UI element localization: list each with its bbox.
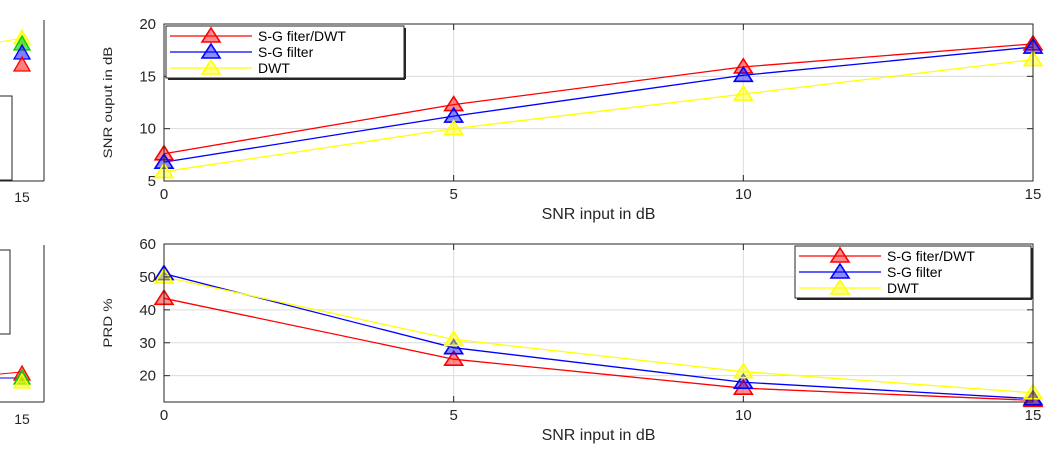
x-tick-label: 0 [160,407,168,424]
legend-label-s-g-filter: S-G filter [887,264,943,280]
legend-marker-dwt [200,58,222,75]
data-point-s-g-filter-2 [732,65,754,83]
series-lines [163,43,1034,173]
left-partial-panel-bottom: 15 [0,245,45,427]
y-tick-label: 20 [139,368,156,385]
y-tick-label: 50 [139,269,156,286]
data-point-s-g-fiter-dwt-2 [732,378,754,395]
data-point-s-g-fiter-dwt-1 [443,349,465,367]
legend-marker-s-g-filter [200,42,222,59]
legend-label-dwt: DWT [258,60,290,76]
y-axis-label: PRD % [101,298,114,347]
left-top-xtick-15: 15 [14,189,30,205]
series-lines [163,272,1034,402]
y-tick-label: 5 [148,173,156,190]
legend-marker-s-g-fiter-dwt [829,246,851,263]
y-tick-label: 60 [139,236,156,253]
y-tick-label: 10 [139,121,156,138]
x-axis-label: SNR input in dB [542,206,656,223]
legend-marker-dwt [829,278,851,295]
series-line-s-g-fiter-dwt [163,297,1034,402]
legend-label-dwt: DWT [887,280,919,296]
legend-label-s-g-filter: S-G filter [258,44,314,60]
prd-chart: 0 5 10 15 20 30 40 50 60 SNR input in dB PRD % S… [101,236,1044,444]
legend-label-s-g-fiter-dwt: S-G fiter/DWT [258,28,346,44]
data-point-dwt-1 [443,119,465,136]
x-tick-label: 15 [1025,186,1042,203]
x-tick-label: 5 [449,407,457,424]
y-tick-label: 40 [139,302,156,319]
left-marker-yellow-bottom [12,372,32,389]
y-tick-label: 15 [139,68,156,85]
data-point-s-g-filter-2 [732,372,754,390]
left-partial-legend-bottom [0,249,11,335]
y-axis-label: SNR ouput in dB [101,47,114,159]
series-line-s-g-filter [163,272,1034,400]
data-point-dwt-2 [732,362,754,379]
data-point-s-g-filter-1 [443,338,465,355]
data-point-dwt-1 [443,329,465,347]
x-tick-label: 10 [735,407,752,424]
series-line-dwt [163,276,1034,394]
legend-label-s-g-fiter-dwt: S-G fiter/DWT [887,248,975,264]
data-point-dwt-2 [732,84,754,101]
x-tick-label: 0 [160,186,168,203]
x-axis-label: SNR input in dB [542,427,656,444]
series-line-s-g-fiter-dwt [163,43,1034,155]
axes-box [163,23,1034,182]
x-tick-label: 10 [735,186,752,203]
y-tick-label: 30 [139,335,156,352]
left-partial-legend-top [0,95,13,181]
series-line-dwt [163,58,1034,173]
x-tick-label: 15 [1025,407,1042,424]
y-tick-label: 20 [139,16,156,33]
legend-marker-s-g-filter [829,262,851,279]
left-marker-red [12,55,32,72]
left-bottom-xtick-15: 15 [14,411,30,427]
data-point-s-g-fiter-dwt-1 [443,95,465,112]
tick-labels: 0 5 10 15 20 30 40 50 60 [139,236,1041,424]
series-line-s-g-filter [163,46,1034,163]
x-tick-label: 5 [449,186,457,203]
legend-marker-s-g-fiter-dwt [200,26,222,43]
left-partial-panel-top: 15 [0,20,45,205]
plot-frame [163,23,1034,182]
plot-frame [163,243,1034,403]
